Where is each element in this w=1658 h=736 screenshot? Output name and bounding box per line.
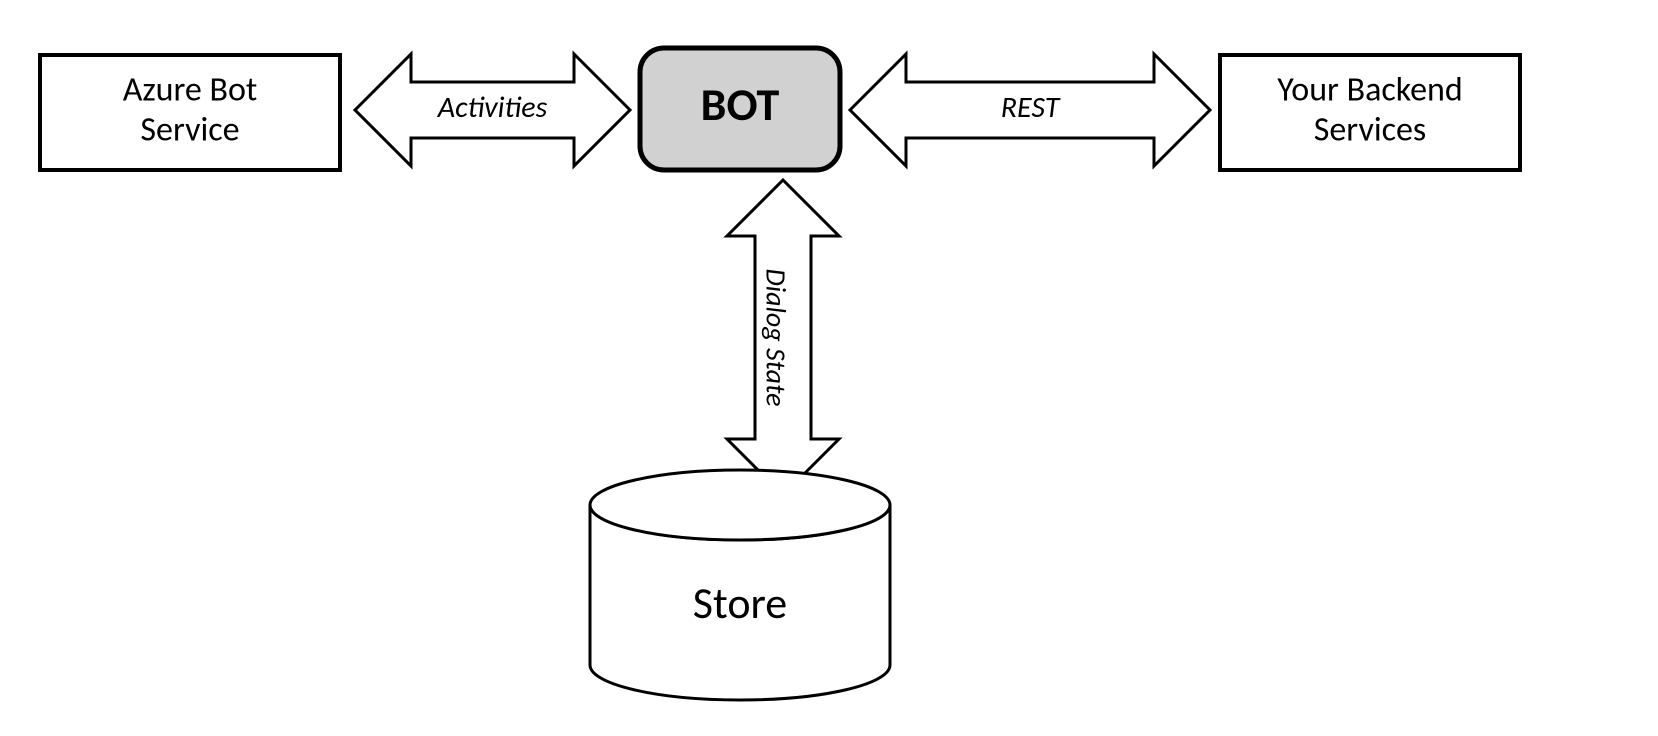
- node-label-azure-0: Azure Bot: [123, 70, 258, 111]
- node-label-azure-1: Service: [140, 110, 239, 151]
- edge-label-dialog_state: Dialog State: [758, 268, 793, 406]
- node-label-backend-0: Your Backend: [1277, 70, 1463, 111]
- node-label-backend-1: Services: [1314, 110, 1426, 151]
- edge-label-rest: REST: [1001, 89, 1061, 126]
- edge-label-activities: Activities: [437, 89, 548, 126]
- node-label-bot-0: BOT: [701, 77, 780, 133]
- node-label-store-0: Store: [693, 576, 787, 630]
- node-store-top: [590, 470, 890, 540]
- architecture-diagram: ActivitiesRESTDialog StateAzure BotServi…: [0, 0, 1658, 736]
